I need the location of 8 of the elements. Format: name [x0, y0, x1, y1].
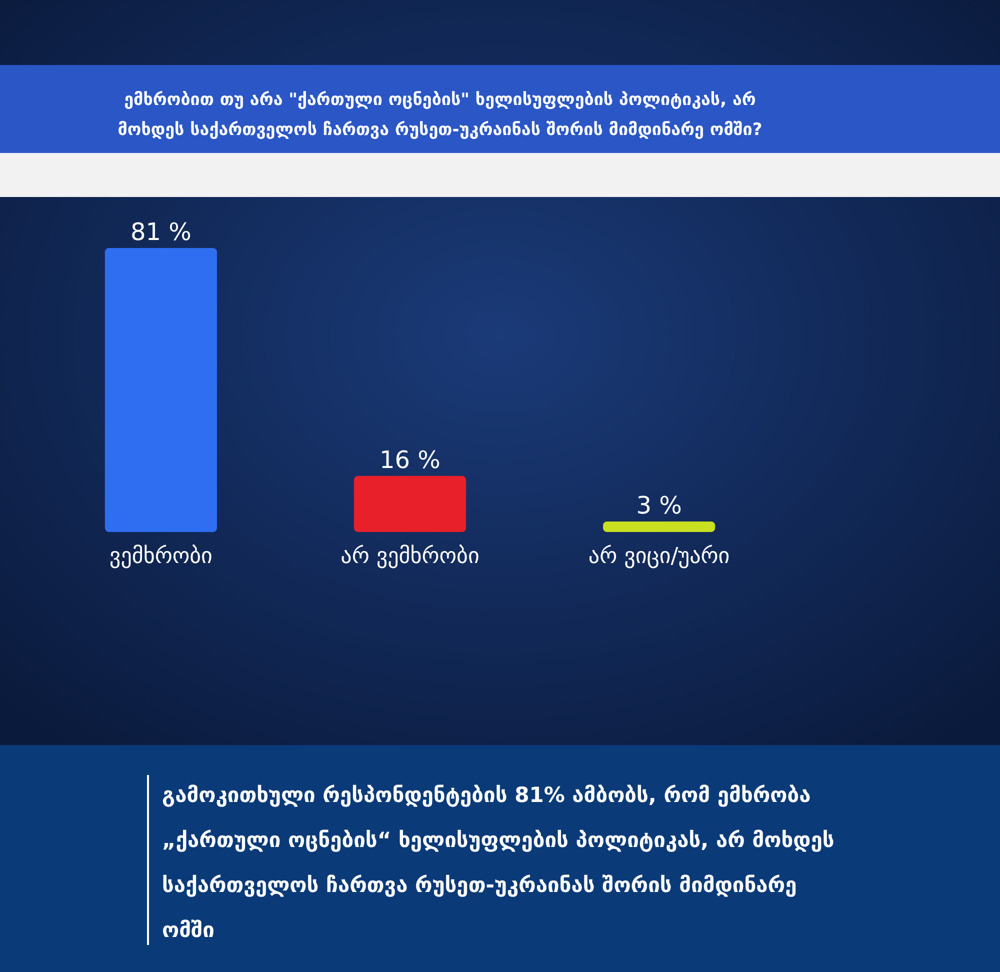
- data-label: 3 %: [636, 491, 682, 520]
- x-tick-label: ვემხრობი: [109, 544, 212, 569]
- data-label: 16 %: [380, 446, 440, 474]
- chart-title: ემხრობით თუ არა "ქართული ოცნების" ხელისუფლების პოლიტიკას, არ მოხდეს საქართველოს ჩართვა რუსეთ-უკრაინას შორის მიმდინარე ომში?: [118, 90, 762, 140]
- x-tick-label: არ ვემხრობი: [340, 544, 480, 569]
- data-label: 81 %: [130, 218, 192, 246]
- x-tick-label: არ ვიცი/უარი: [588, 544, 730, 569]
- text: გამოკითხული რესპონდენტების 81% ამბობს, რომ ემხრობა „ქართული ოცნების“ ხელისუფლების პოლიტიკას, არ მოხდეს საქართველოს ჩართვა რუსეთ-უკრაინას შორის მიმდინარე ომში: [162, 783, 834, 942]
